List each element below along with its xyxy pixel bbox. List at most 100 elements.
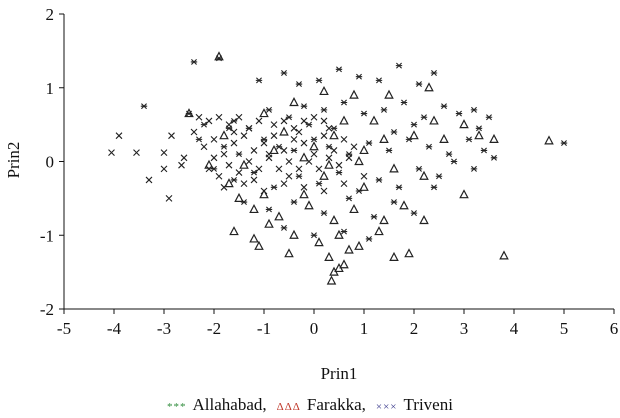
- x-tick-label: -1: [257, 319, 271, 338]
- data-point-triangle: [349, 203, 359, 214]
- data-point-star: [290, 199, 298, 206]
- data-point-triangle: [389, 251, 399, 261]
- x-tick-label: -5: [57, 319, 71, 338]
- x-tick-label: 4: [510, 319, 519, 338]
- data-point-star: [380, 106, 388, 113]
- data-point-cross: [295, 165, 303, 173]
- legend-symbol-triveni: ×××: [376, 401, 398, 413]
- data-point-star: [310, 232, 318, 239]
- data-point-star: [250, 169, 258, 176]
- data-point-cross: [335, 161, 343, 169]
- data-point-star: [410, 210, 418, 217]
- data-point-triangle: [224, 178, 234, 188]
- y-axis-title: Prin2: [4, 142, 23, 179]
- data-point-cross: [220, 183, 228, 191]
- data-point-triangle: [339, 259, 349, 269]
- data-point-triangle: [419, 170, 429, 180]
- data-point-star: [455, 110, 463, 117]
- data-points: [108, 51, 568, 285]
- x-tick-label: 5: [560, 319, 569, 338]
- data-point-cross: [290, 135, 298, 143]
- data-point-star: [450, 158, 458, 165]
- data-point-cross: [260, 187, 268, 195]
- data-point-triangle: [424, 82, 434, 92]
- data-point-triangle: [354, 156, 364, 166]
- y-tick-label: 2: [46, 5, 55, 24]
- data-point-cross: [325, 124, 333, 132]
- data-point-star: [365, 140, 373, 147]
- data-point-cross: [255, 165, 263, 173]
- data-point-cross: [350, 143, 358, 151]
- data-point-star: [430, 184, 438, 191]
- legend: *** Allahabad, ΔΔΔ Farakka, ××× Triveni: [167, 395, 453, 414]
- data-point-triangle: [259, 108, 269, 118]
- data-point-triangle: [419, 215, 429, 225]
- legend-separator: ,: [262, 395, 266, 414]
- data-point-star: [375, 176, 383, 183]
- data-point-star: [320, 210, 328, 217]
- data-point-cross: [240, 180, 248, 188]
- data-point-cross: [285, 158, 293, 165]
- data-point-star: [235, 151, 243, 158]
- data-point-star: [315, 180, 323, 187]
- data-point-cross: [165, 194, 173, 202]
- data-point-cross: [310, 113, 318, 121]
- data-point-star: [470, 165, 478, 172]
- data-point-cross: [345, 154, 353, 162]
- data-point-cross: [133, 149, 140, 157]
- data-point-triangle: [274, 211, 284, 221]
- data-point-cross: [168, 132, 175, 140]
- data-point-cross: [280, 117, 288, 125]
- data-point-triangle: [359, 144, 369, 155]
- data-point-star: [265, 206, 273, 213]
- data-point-star: [410, 121, 418, 128]
- data-point-triangle: [299, 189, 309, 199]
- data-point-star: [325, 143, 333, 150]
- legend-label-triveni: Triveni: [404, 395, 454, 414]
- x-tick-label: -2: [207, 319, 221, 338]
- data-point-star: [360, 110, 368, 117]
- data-point-star: [465, 136, 473, 143]
- data-point-star: [390, 129, 398, 135]
- data-point-cross: [300, 139, 308, 147]
- data-point-star: [270, 184, 278, 191]
- data-point-cross: [250, 176, 258, 184]
- data-point-star: [415, 81, 423, 88]
- legend-symbol-allahabad: ***: [167, 401, 187, 413]
- data-point-cross: [360, 172, 368, 180]
- data-point-triangle: [369, 115, 379, 125]
- data-point-cross: [270, 121, 278, 129]
- data-point-triangle: [279, 126, 289, 136]
- series-allahabad: [140, 55, 568, 242]
- data-point-cross: [305, 158, 313, 165]
- data-point-star: [415, 165, 423, 172]
- data-point-triangle: [489, 133, 499, 143]
- data-point-triangle: [354, 240, 364, 250]
- data-point-star: [285, 114, 293, 121]
- data-point-star: [190, 58, 198, 65]
- data-point-triangle: [239, 159, 249, 169]
- data-point-star: [320, 106, 328, 113]
- data-point-cross: [280, 180, 288, 188]
- data-point-cross: [180, 154, 188, 162]
- legend-line: *** Allahabad, ΔΔΔ Farakka, ××× Triveni: [167, 395, 453, 414]
- data-point-cross: [265, 150, 273, 158]
- data-point-triangle: [374, 226, 384, 236]
- x-tick-label: 1: [360, 319, 369, 338]
- x-tick-label: 0: [310, 319, 319, 338]
- data-point-star: [485, 114, 493, 121]
- data-point-star: [420, 114, 428, 121]
- data-point-cross: [200, 143, 208, 151]
- legend-label-farakka: Farakka: [307, 395, 362, 414]
- legend-symbol-farakka: ΔΔΔ: [277, 401, 301, 413]
- y-tick-label: 1: [46, 79, 55, 98]
- data-point-cross: [205, 117, 213, 125]
- data-point-star: [195, 136, 203, 143]
- y-tick-label: 0: [46, 153, 55, 172]
- data-point-star: [400, 99, 408, 106]
- data-point-triangle: [284, 248, 294, 258]
- data-point-star: [290, 147, 298, 154]
- data-point-star: [295, 81, 303, 88]
- data-point-triangle: [249, 233, 259, 243]
